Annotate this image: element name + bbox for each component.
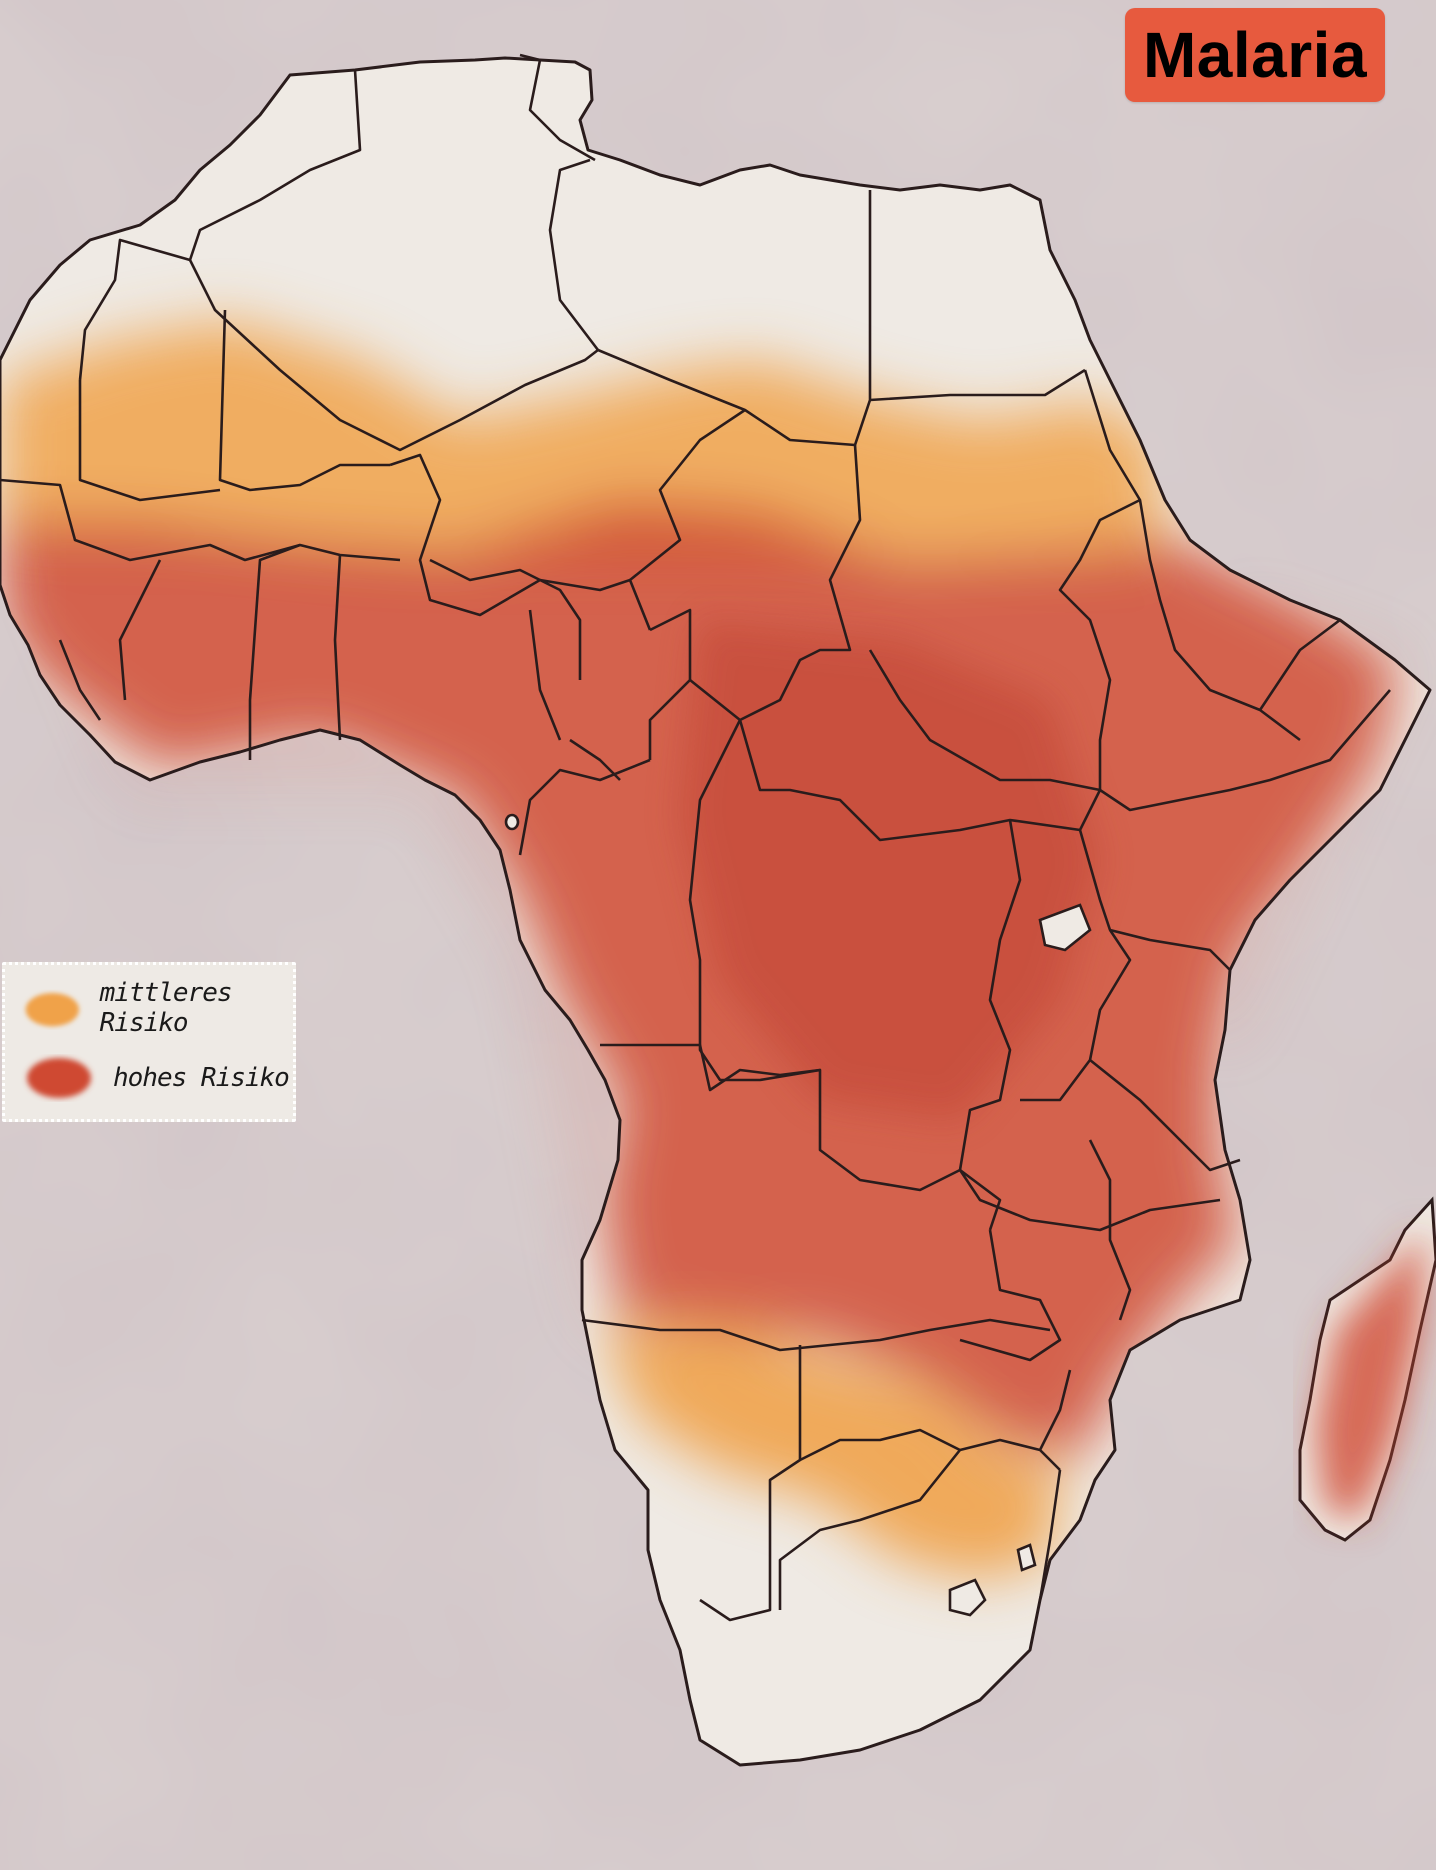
legend-label-high-risk: hohes Risiko (113, 1063, 290, 1093)
legend-item-medium-risk: mittleres Risiko (5, 973, 295, 1043)
legend: mittleres Risiko hohes Risiko (2, 962, 296, 1122)
country-borders (0, 53, 1391, 1622)
map-title: Malaria (1142, 19, 1368, 91)
legend-swatch-high-risk (27, 1058, 91, 1098)
legend-label-medium-risk: mittleres Risiko (99, 978, 233, 1038)
map-title-badge: Malaria (1125, 8, 1385, 102)
legend-swatch-medium-risk (25, 993, 79, 1027)
legend-item-high-risk: hohes Risiko (5, 1043, 295, 1113)
